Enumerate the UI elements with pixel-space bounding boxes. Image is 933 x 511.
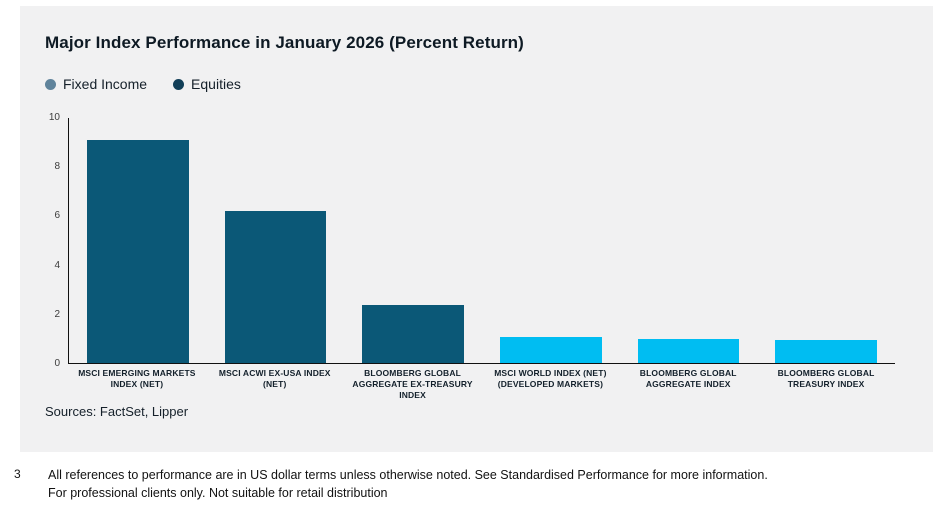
legend-item-equities: Equities xyxy=(173,76,241,92)
x-axis-category-label: MSCI EMERGING MARKETS INDEX (NET) xyxy=(78,368,196,390)
x-axis-category-label: MSCI ACWI EX-USA INDEX (NET) xyxy=(218,368,331,390)
chart-title: Major Index Performance in January 2026 … xyxy=(45,33,524,52)
chart-card: Major Index Performance in January 2026 … xyxy=(20,6,933,452)
bar-4 xyxy=(499,337,602,363)
page-number: 3 xyxy=(14,467,21,481)
y-tick-label: 10 xyxy=(48,112,60,123)
bar-column xyxy=(344,118,482,363)
x-axis-category-label: BLOOMBERG GLOBAL AGGREGATE INDEX xyxy=(639,368,737,390)
plot-area xyxy=(68,118,895,364)
legend-label: Fixed Income xyxy=(63,76,148,92)
footnote-line1: All references to performance are in US … xyxy=(48,468,768,482)
sources-note: Sources: FactSet, Lipper xyxy=(45,404,189,419)
legend-item-fixed-income: Fixed Income xyxy=(45,76,147,92)
bar-column xyxy=(620,118,758,363)
x-axis-category-label: MSCI WORLD INDEX (NET) (DEVELOPED MARKET… xyxy=(494,368,607,390)
footnote-text: All references to performance are in US … xyxy=(48,466,888,502)
equities-dot-icon xyxy=(173,78,185,90)
x-axis-labels: MSCI EMERGING MARKETS INDEX (NET) MSCI AC… xyxy=(68,368,895,401)
x-axis-category-label: BLOOMBERG GLOBAL TREASURY INDEX xyxy=(777,368,875,390)
bar-1 xyxy=(86,140,189,363)
fixed-income-dot-icon xyxy=(45,78,56,90)
bar-2 xyxy=(224,211,327,363)
bar-column xyxy=(482,118,620,363)
y-tick-label: 2 xyxy=(54,308,60,320)
bar-column xyxy=(207,118,345,363)
y-tick-label: 8 xyxy=(54,161,60,173)
bar-6 xyxy=(775,339,878,363)
legend-label: Equities xyxy=(191,76,241,92)
chart-legend: Fixed Income Equities xyxy=(45,76,241,92)
bar-column xyxy=(757,118,895,363)
footnote-line2: For professional clients only. Not suita… xyxy=(48,486,388,500)
y-tick-label: 4 xyxy=(54,259,60,271)
y-tick-label: 0 xyxy=(54,358,60,369)
bar-column xyxy=(69,118,207,363)
x-axis-category-label: BLOOMBERG GLOBAL AGGREGATE EX-TREASURY I… xyxy=(352,368,473,401)
bar-5 xyxy=(637,338,740,363)
y-tick-label: 6 xyxy=(54,210,60,222)
bar-3 xyxy=(362,305,465,363)
